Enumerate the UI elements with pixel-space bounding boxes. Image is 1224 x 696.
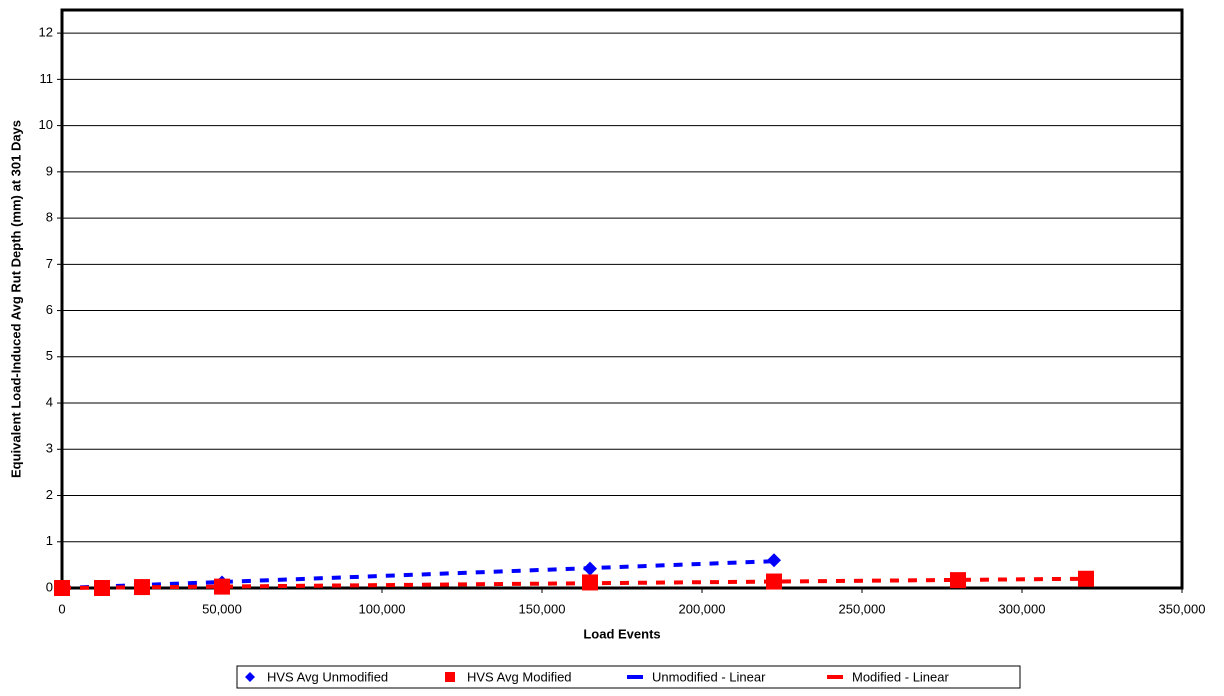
y-tick-label: 7 <box>46 256 53 271</box>
trend-line <box>61 576 1087 590</box>
square-marker <box>766 573 782 590</box>
legend-label: Modified - Linear <box>852 669 949 684</box>
x-tick-label: 300,000 <box>999 601 1046 616</box>
x-tick-label: 50,000 <box>202 601 242 616</box>
x-tick-label: 200,000 <box>679 601 726 616</box>
diamond-marker <box>583 561 597 576</box>
y-tick-label: 5 <box>46 348 53 363</box>
y-tick-label: 8 <box>46 210 53 225</box>
y-tick-label: 3 <box>46 441 53 456</box>
square-marker <box>582 574 598 591</box>
legend-label: HVS Avg Modified <box>467 669 572 684</box>
x-axis-title: Load Events <box>583 626 660 641</box>
square-marker <box>54 580 70 596</box>
y-axis-title: Equivalent Load-Induced Avg Rut Depth (m… <box>8 120 23 478</box>
diamond-marker <box>767 553 781 568</box>
square-marker <box>134 579 150 596</box>
legend-label: HVS Avg Unmodified <box>267 669 388 684</box>
legend-label: Unmodified - Linear <box>652 669 766 684</box>
x-tick-label: 0 <box>58 601 65 616</box>
y-tick-label: 0 <box>46 579 53 594</box>
y-tick-label: 12 <box>39 25 53 40</box>
y-tick-label: 10 <box>39 117 53 132</box>
square-marker <box>94 580 110 596</box>
plot-frame <box>60 8 1184 590</box>
y-tick-label: 11 <box>40 71 54 86</box>
legend-swatch <box>445 672 455 682</box>
legend: HVS Avg Unmodified HVS Avg Modified Unmodi… <box>236 665 1021 689</box>
legend-swatch <box>245 672 255 682</box>
square-marker <box>950 572 966 589</box>
x-tick-label: 150,000 <box>519 601 566 616</box>
square-marker <box>214 578 230 595</box>
y-tick-label: 9 <box>46 163 53 178</box>
y-tick-label: 6 <box>46 302 53 317</box>
square-marker <box>1078 570 1094 587</box>
x-tick-label: 250,000 <box>839 601 886 616</box>
trend-line <box>61 559 775 590</box>
x-tick-label: 100,000 <box>359 601 406 616</box>
y-tick-label: 4 <box>46 394 53 409</box>
x-tick-label: 350,000 <box>1159 601 1206 616</box>
y-tick-label: 1 <box>46 533 53 548</box>
y-tick-label: 2 <box>46 487 53 502</box>
